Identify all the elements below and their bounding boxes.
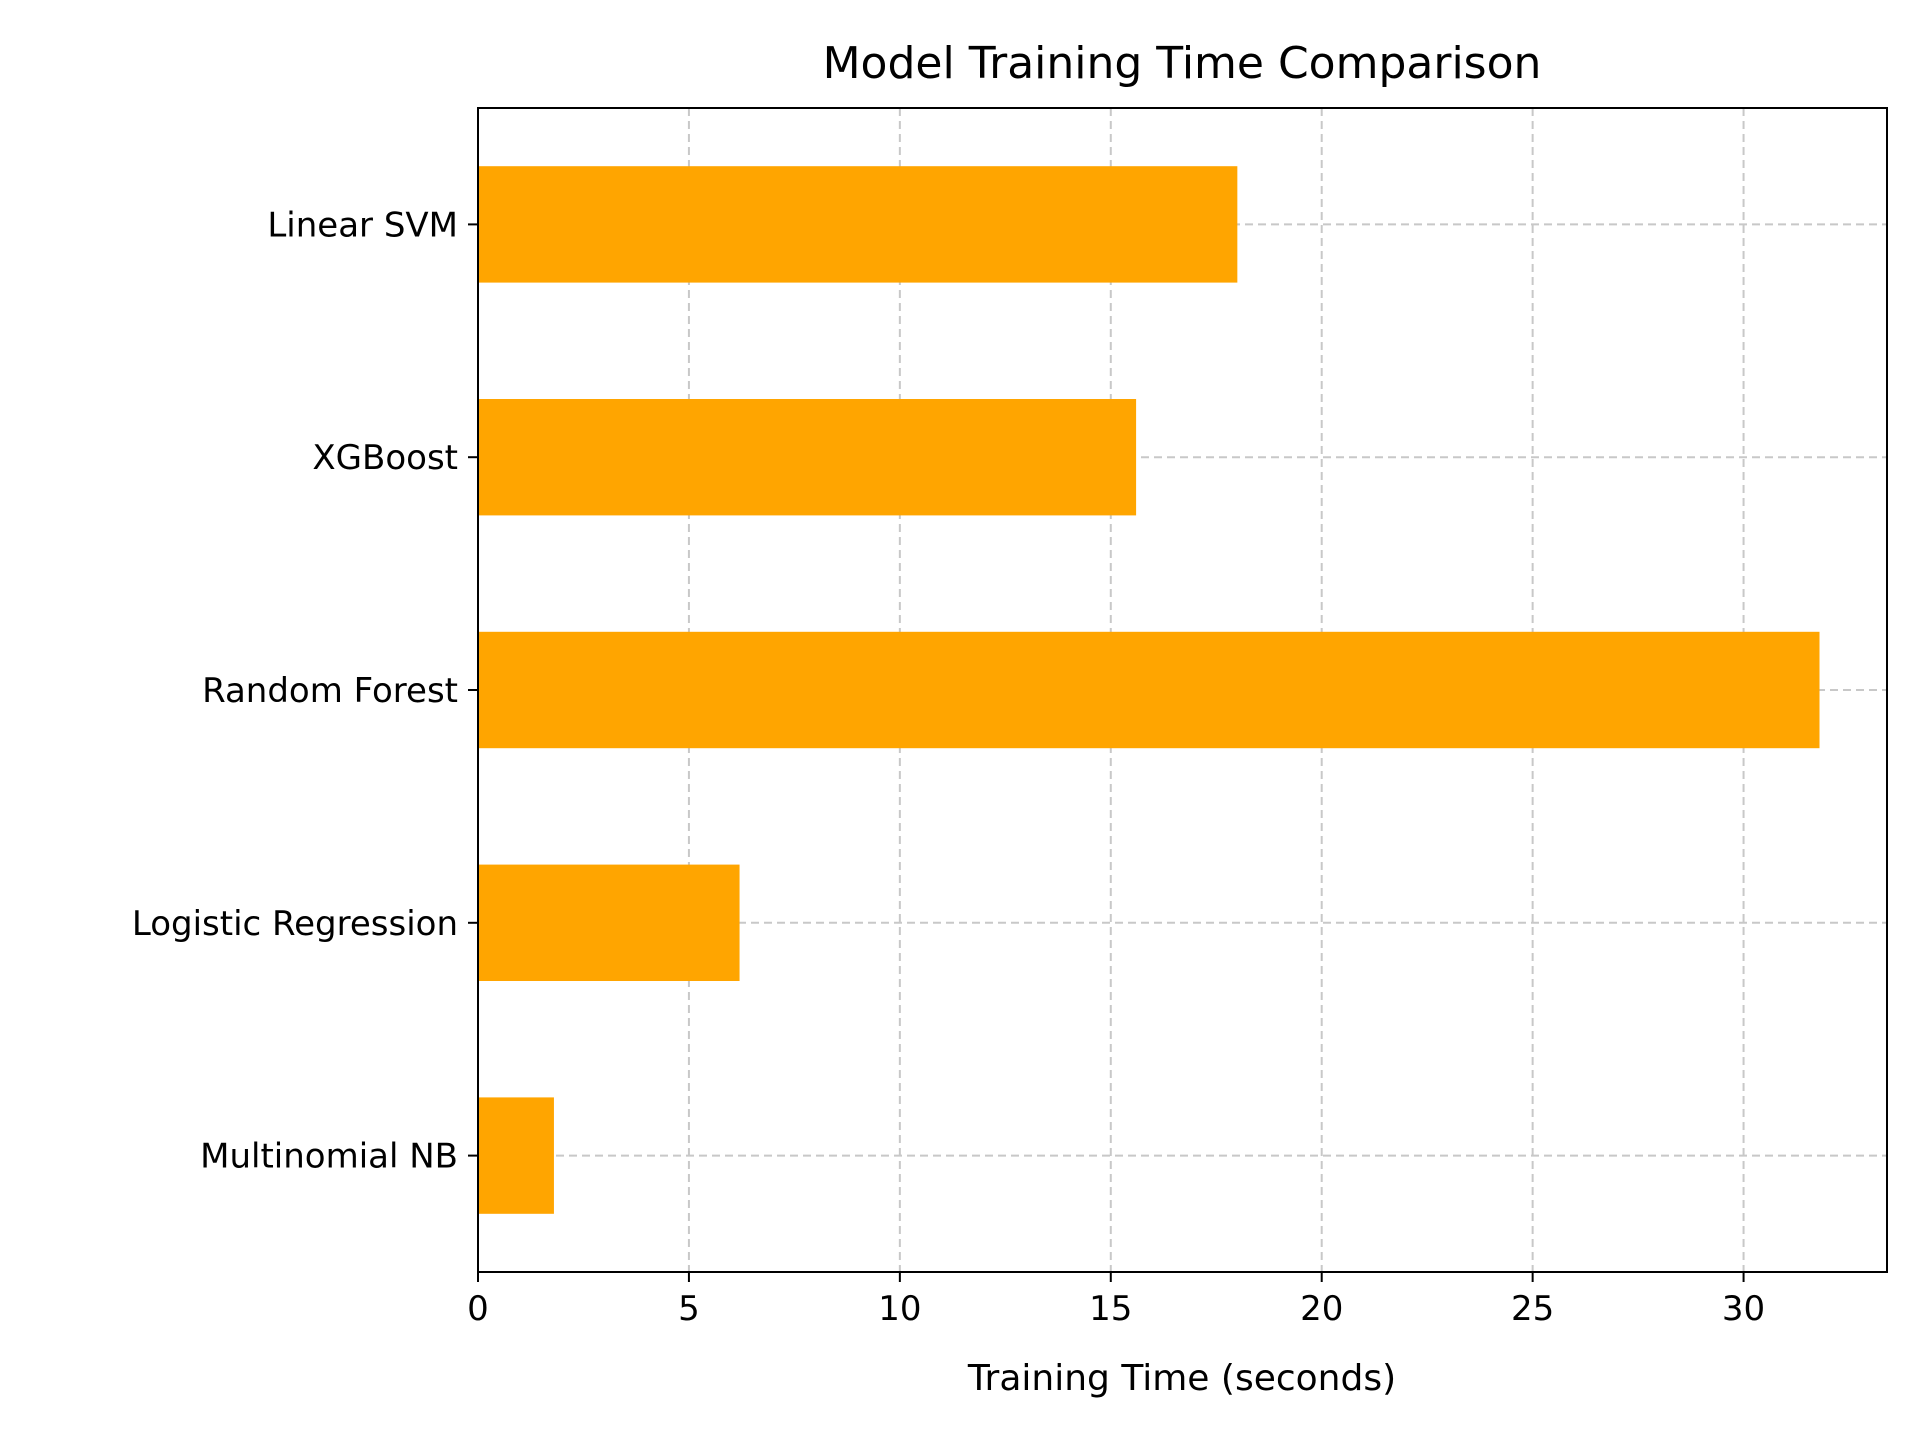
x-tick-label: 10: [878, 1289, 921, 1329]
x-tick-label: 15: [1089, 1289, 1132, 1329]
x-tick-label: 30: [1722, 1289, 1765, 1329]
x-axis-ticks: 0 5 10 15 20 25 30: [467, 1272, 1765, 1329]
y-tick-label: Multinomial NB: [200, 1137, 458, 1177]
chart-title: Model Training Time Comparison: [823, 38, 1542, 89]
x-tick-label: 0: [467, 1289, 489, 1329]
y-tick-label: Linear SVM: [267, 205, 458, 245]
bar: [478, 399, 1137, 516]
bar: [478, 864, 740, 981]
y-tick-label: Logistic Regression: [132, 904, 458, 944]
x-tick-label: 25: [1511, 1289, 1554, 1329]
y-axis-ticks: Linear SVM XGBoost Random Forest Logistic R…: [132, 205, 478, 1177]
y-tick-label: XGBoost: [312, 438, 458, 478]
bar: [478, 166, 1238, 283]
bars: [478, 166, 1820, 1214]
x-tick-label: 20: [1300, 1289, 1343, 1329]
x-axis-label: Training Time (seconds): [967, 1358, 1396, 1399]
y-tick-label: Random Forest: [202, 671, 458, 711]
bar: [478, 1097, 554, 1214]
bar: [478, 631, 1820, 749]
x-tick-label: 5: [678, 1289, 700, 1329]
